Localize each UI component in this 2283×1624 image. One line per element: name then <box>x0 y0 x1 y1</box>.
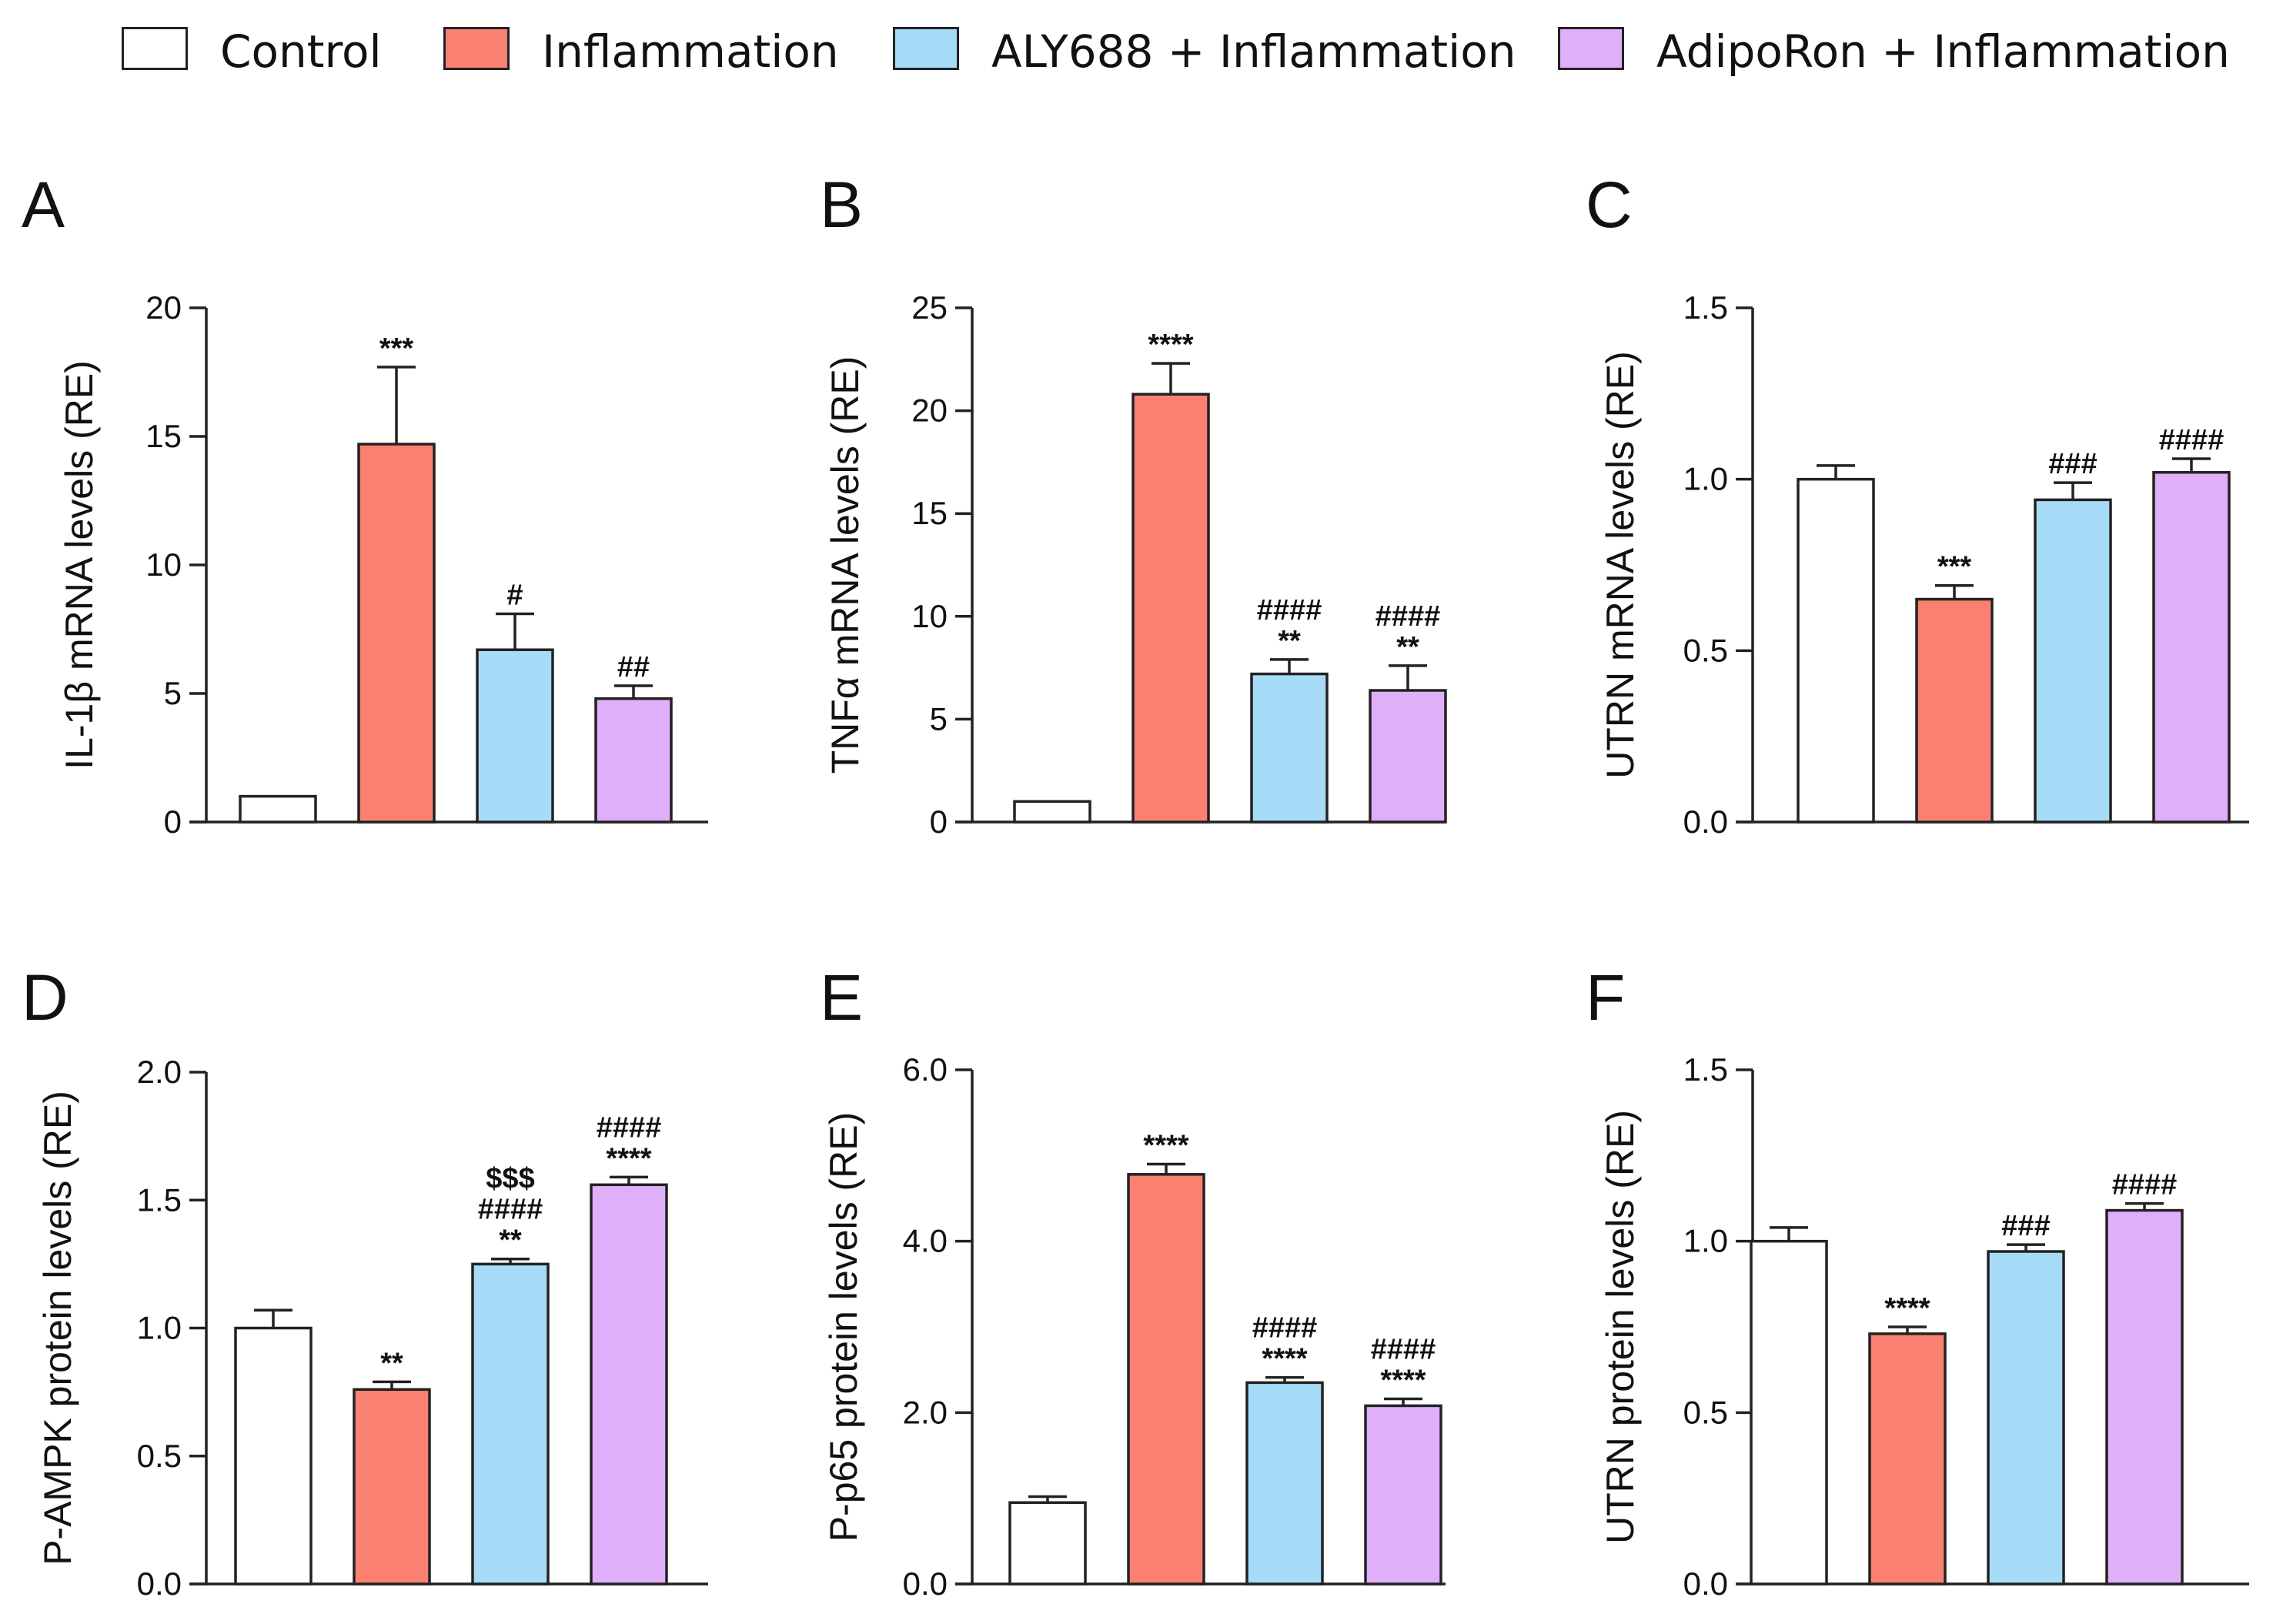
legend-swatch-adiporon <box>1558 27 1624 70</box>
y-tick-label-d-4: 2.0 <box>137 1054 182 1090</box>
significance-b-aly688-0: #### <box>1257 594 1322 627</box>
y-tick-label-f-1: 0.5 <box>1683 1394 1728 1430</box>
y-tick-label-d-2: 1.0 <box>137 1310 182 1346</box>
y-tick-label-c-0: 0.0 <box>1683 804 1728 840</box>
y-tick-label-d-1: 0.5 <box>137 1438 182 1474</box>
y-tick-label-e-1: 2.0 <box>903 1394 948 1430</box>
y-tick-label-e-2: 4.0 <box>903 1223 948 1259</box>
significance-e-inflammation-0: **** <box>1143 1129 1188 1161</box>
bar-f-adiporon <box>2105 1208 2184 1586</box>
bar-b-control <box>1013 800 1091 824</box>
significance-f-aly688-0: ### <box>2001 1210 2050 1242</box>
y-tick-label-a-4: 20 <box>145 289 182 326</box>
legend-label-adiporon: AdipoRon + Inflammation <box>1656 25 2230 78</box>
y-axis-label-b: TNFα mRNA levels (RE) <box>824 356 867 774</box>
y-tick-label-a-2: 10 <box>145 546 182 583</box>
y-tick-label-a-3: 15 <box>145 418 182 454</box>
significance-d-adiporon-1: **** <box>606 1142 651 1175</box>
legend-swatch-inflammation <box>443 27 510 70</box>
bar-e-inflammation <box>1127 1173 1205 1586</box>
y-tick-label-f-0: 0.0 <box>1683 1566 1728 1602</box>
legend-label-aly688: ALY688 + Inflammation <box>991 25 1516 78</box>
bar-e-aly688 <box>1245 1381 1324 1586</box>
bar-c-aly688 <box>2034 498 2112 824</box>
bar-c-control <box>1797 477 1875 824</box>
significance-d-aly688-2: ** <box>499 1225 522 1257</box>
significance-a-inflammation-0: *** <box>379 332 414 365</box>
significance-d-aly688-0: $$$ <box>486 1163 534 1195</box>
y-tick-label-b-2: 10 <box>911 598 948 634</box>
legend-swatch-control <box>122 27 188 70</box>
y-tick-label-b-5: 25 <box>911 289 948 326</box>
bar-e-adiporon <box>1364 1404 1442 1586</box>
y-tick-label-d-3: 1.5 <box>137 1181 182 1218</box>
legend: Control Inflammation ALY688 + Inflammati… <box>0 0 2283 100</box>
y-axis-label-a: IL-1β mRNA levels (RE) <box>58 360 101 770</box>
y-tick-label-a-0: 0 <box>164 804 182 840</box>
panel-letter-f: F <box>1586 961 1625 1034</box>
bar-d-control <box>234 1326 313 1586</box>
y-axis-label-f: UTRN protein levels (RE) <box>1599 1110 1642 1544</box>
significance-c-adiporon-0: #### <box>2159 424 2225 456</box>
significance-a-adiporon-0: ## <box>617 651 650 683</box>
y-tick-label-b-3: 15 <box>911 495 948 531</box>
panel-letter-a: A <box>22 169 65 241</box>
significance-f-inflammation-0: **** <box>1884 1292 1930 1325</box>
bar-a-adiporon <box>594 697 673 824</box>
significance-c-aly688-0: ### <box>2048 448 2097 480</box>
significance-b-adiporon-0: #### <box>1375 600 1441 633</box>
bar-f-inflammation <box>1868 1332 1947 1586</box>
panel-letter-e: E <box>820 961 863 1034</box>
y-tick-label-f-3: 1.5 <box>1683 1051 1728 1088</box>
y-tick-label-b-0: 0 <box>930 804 948 840</box>
y-tick-label-b-1: 5 <box>930 700 948 737</box>
significance-b-inflammation-0: **** <box>1148 329 1193 361</box>
y-tick-label-d-0: 0.0 <box>137 1566 182 1602</box>
significance-e-adiporon-1: **** <box>1380 1365 1426 1397</box>
bar-a-inflammation <box>357 443 436 824</box>
bar-c-inflammation <box>1915 597 1994 824</box>
y-tick-label-e-0: 0.0 <box>903 1566 948 1602</box>
y-axis-label-c: UTRN mRNA levels (RE) <box>1599 351 1642 779</box>
y-tick-label-c-3: 1.5 <box>1683 289 1728 326</box>
bar-d-aly688 <box>471 1262 550 1586</box>
significance-c-inflammation-0: *** <box>1937 551 1972 583</box>
y-tick-label-c-1: 0.5 <box>1683 632 1728 668</box>
significance-b-aly688-1: ** <box>1278 625 1301 657</box>
legend-label-control: Control <box>220 25 382 78</box>
y-tick-label-c-2: 1.0 <box>1683 461 1728 497</box>
significance-f-adiporon-0: #### <box>2112 1169 2178 1201</box>
y-tick-label-e-3: 6.0 <box>903 1051 948 1088</box>
bar-b-aly688 <box>1250 672 1329 824</box>
bar-b-adiporon <box>1369 689 1447 824</box>
bar-c-adiporon <box>2152 471 2231 824</box>
bar-d-inflammation <box>353 1388 431 1586</box>
significance-d-adiporon-0: #### <box>597 1111 662 1144</box>
y-tick-label-b-4: 20 <box>911 393 948 429</box>
significance-d-aly688-1: #### <box>478 1194 543 1226</box>
significance-a-aly688-0: # <box>506 579 523 611</box>
significance-e-adiporon-0: #### <box>1371 1334 1436 1366</box>
bar-b-inflammation <box>1131 393 1210 824</box>
bar-d-adiporon <box>590 1183 668 1586</box>
panel-letter-b: B <box>820 169 863 241</box>
y-tick-label-f-2: 1.0 <box>1683 1223 1728 1259</box>
legend-swatch-aly688 <box>893 27 959 70</box>
significance-e-aly688-1: **** <box>1262 1343 1307 1375</box>
legend-label-inflammation: Inflammation <box>542 25 839 78</box>
y-axis-label-d: P-AMPK protein levels (RE) <box>36 1091 79 1566</box>
significance-e-aly688-0: #### <box>1252 1312 1318 1345</box>
bar-e-control <box>1008 1501 1087 1586</box>
significance-b-adiporon-1: ** <box>1396 631 1419 663</box>
panel-letter-c: C <box>1586 169 1633 241</box>
panel-letter-d: D <box>22 961 69 1034</box>
bar-a-control <box>239 794 317 824</box>
bar-f-aly688 <box>1987 1250 2065 1586</box>
y-tick-label-a-1: 5 <box>164 675 182 711</box>
bar-a-aly688 <box>476 648 554 824</box>
y-axis-label-e: P-p65 protein levels (RE) <box>822 1112 865 1542</box>
significance-d-inflammation-0: ** <box>380 1347 403 1379</box>
bar-f-control <box>1750 1239 1828 1586</box>
